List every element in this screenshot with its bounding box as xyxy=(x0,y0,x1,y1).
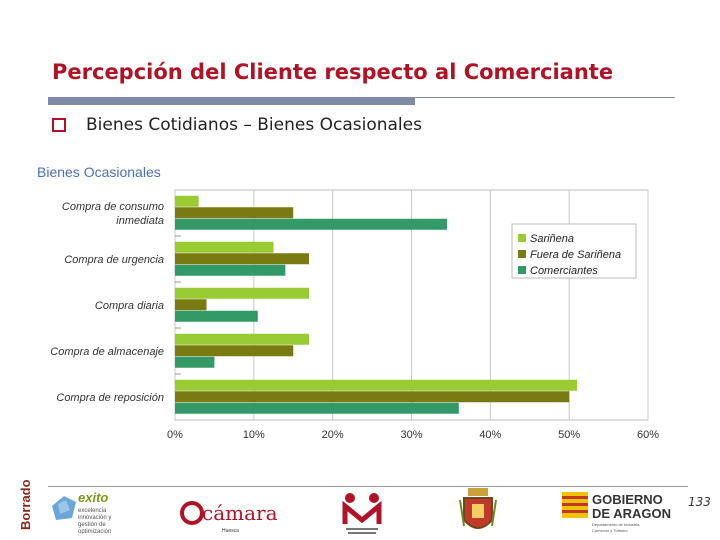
svg-text:optimización: optimización xyxy=(78,529,111,534)
svg-text:GOBIERNO: GOBIERNO xyxy=(592,492,663,507)
category-label: Compra diaria xyxy=(95,300,164,312)
bar xyxy=(175,253,310,265)
legend-label: Fuera de Sariñena xyxy=(530,249,621,261)
page-number: 133 xyxy=(688,495,711,509)
bar xyxy=(175,402,459,414)
exito-logo: exito excelencia innovación y gestión de… xyxy=(52,490,111,534)
x-tick-label: 0% xyxy=(167,429,183,441)
legend-label: Comerciantes xyxy=(530,265,598,277)
bar xyxy=(175,207,294,219)
category-label: Compra de urgencia xyxy=(64,254,164,266)
title-underline-thin xyxy=(415,97,675,98)
bar xyxy=(175,218,447,230)
svg-text:Departamento de Industria,: Departamento de Industria, xyxy=(592,522,640,527)
bar-chart: Bienes Ocasionales 0% 10% 20% 30% 40% 50% 60% C… xyxy=(37,164,659,441)
slide-title: Percepción del Cliente respecto al Comer… xyxy=(52,60,614,84)
category-label: inmediata xyxy=(116,215,164,227)
camara-logo: cámara Huesca xyxy=(180,501,278,534)
footer-rule xyxy=(48,486,688,487)
category-label: Compra de almacenaje xyxy=(50,346,164,358)
x-tick-label: 20% xyxy=(322,429,344,441)
exito-text: exito xyxy=(78,490,108,505)
x-tick-label: 60% xyxy=(637,429,659,441)
bullet-square-icon xyxy=(52,118,66,132)
x-tick-label: 40% xyxy=(479,429,501,441)
bar xyxy=(175,333,310,345)
x-tick-label: 30% xyxy=(400,429,422,441)
plot-area: 0% 10% 20% 30% 40% 50% 60% Compra de consumo inm… xyxy=(50,189,659,441)
title-underline-thick xyxy=(48,97,415,105)
bar xyxy=(175,299,207,311)
bar xyxy=(175,391,570,403)
bar xyxy=(175,241,274,253)
svg-text:DE ARAGON: DE ARAGON xyxy=(592,506,671,521)
borrador-text: Borrador xyxy=(18,480,33,530)
slide-subtitle: Bienes Cotidianos – Bienes Ocasionales xyxy=(86,115,422,135)
legend-swatch xyxy=(518,266,526,274)
gobierno-aragon-logo: GOBIERNO DE ARAGON Departamento de Indus… xyxy=(562,492,671,533)
legend-box xyxy=(511,223,637,279)
bar xyxy=(175,345,294,357)
bar xyxy=(175,310,258,322)
category-label: Compra de reposición xyxy=(56,392,164,404)
svg-text:excelencia: excelencia xyxy=(78,508,107,514)
municipal-m-logo xyxy=(342,493,382,534)
svg-text:Comercio y Turismo: Comercio y Turismo xyxy=(592,528,628,533)
svg-text:innovación y: innovación y xyxy=(78,515,111,521)
svg-text:gestión de: gestión de xyxy=(78,522,106,528)
coat-of-arms-icon xyxy=(459,488,497,529)
legend-swatch xyxy=(518,234,526,242)
bar xyxy=(175,379,578,391)
camara-text: cámara xyxy=(202,501,278,525)
x-tick-label: 50% xyxy=(558,429,580,441)
x-tick-label: 10% xyxy=(243,429,265,441)
bar xyxy=(175,356,215,368)
bar xyxy=(175,264,286,276)
camara-sub-text: Huesca xyxy=(222,528,239,534)
legend-label: Sariñena xyxy=(530,233,574,245)
category-label: Compra de consumo xyxy=(62,201,164,213)
bar xyxy=(175,195,199,207)
borrador-watermark: Borrador xyxy=(14,480,36,532)
chart-title: Bienes Ocasionales xyxy=(37,164,161,180)
bar xyxy=(175,287,310,299)
legend-swatch xyxy=(518,250,526,258)
